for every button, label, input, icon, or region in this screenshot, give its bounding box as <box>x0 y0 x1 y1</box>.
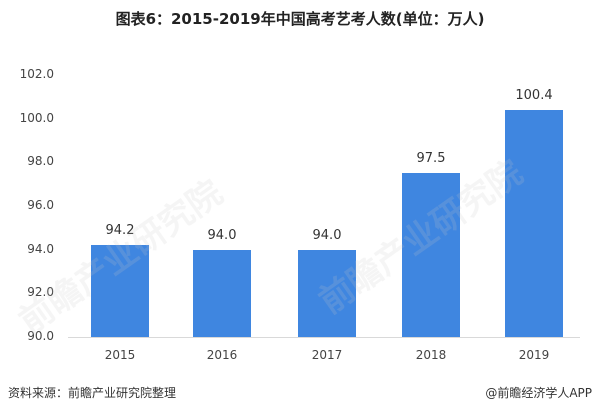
x-tick-label: 2018 <box>415 348 447 362</box>
x-tick-label: 2016 <box>206 348 238 362</box>
y-tick-label: 90.0 <box>27 329 54 343</box>
y-tick-label: 94.0 <box>27 241 54 256</box>
value-label: 94.0 <box>207 227 237 243</box>
x-tick-label: 2017 <box>311 348 343 362</box>
x-tick-label: 2019 <box>518 348 550 362</box>
y-tick-label: 96.0 <box>27 198 54 212</box>
bar-2015 <box>91 245 149 337</box>
value-label: 94.2 <box>105 223 135 239</box>
bar-2016 <box>193 249 251 337</box>
value-label: 97.5 <box>416 151 446 167</box>
x-tick-label: 2015 <box>104 348 136 362</box>
bar-2019 <box>505 109 563 337</box>
source-note: 资料来源：前瞻产业研究院整理 <box>8 386 177 400</box>
x-axis-line <box>68 337 580 338</box>
bar-2018 <box>402 173 460 337</box>
y-tick-label: 102.0 <box>19 67 54 81</box>
value-label: 100.4 <box>515 87 553 103</box>
credit-note: @前瞻经济学人APP <box>485 386 592 400</box>
bar-2017 <box>298 249 356 337</box>
value-label: 94.0 <box>312 227 342 243</box>
y-tick-label: 92.0 <box>27 285 54 300</box>
chart-title: 图表6：2015-2019年中国高考艺考人数(单位：万人) <box>115 10 485 28</box>
y-tick-label: 100.0 <box>19 110 54 125</box>
y-tick-label: 98.0 <box>27 154 54 169</box>
